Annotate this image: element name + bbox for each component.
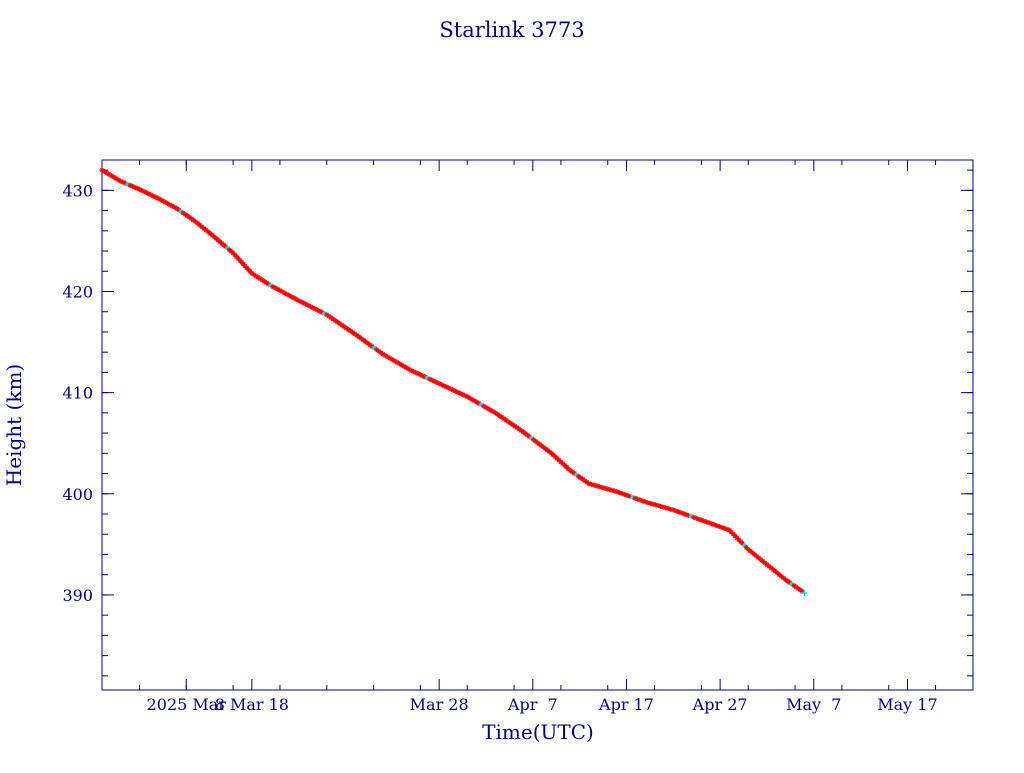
- x-tick-label: 8 Mar 18: [215, 695, 289, 714]
- series-layer: [99, 167, 808, 596]
- x-tick-label: Mar 28: [410, 695, 469, 714]
- x-axis-title: Time(UTC): [482, 720, 594, 744]
- plot-frame: [101, 159, 974, 691]
- y-tick-label: 410: [62, 384, 93, 403]
- x-tick-label: Apr 17: [598, 695, 654, 714]
- series-marker: [115, 177, 121, 183]
- x-tick-label: Apr 27: [692, 695, 748, 714]
- series-line: [101, 169, 805, 594]
- y-tick-label: 420: [62, 282, 93, 301]
- y-tick-label: 390: [62, 586, 93, 605]
- series-marker-last: [801, 589, 808, 596]
- chart-title: Starlink 3773: [439, 18, 584, 42]
- x-tick-label: Apr 7: [507, 695, 558, 714]
- x-tick-label: 2025 Mar: [147, 695, 227, 714]
- x-tick-label: May 17: [877, 695, 937, 714]
- y-tick-label: 400: [62, 485, 93, 504]
- x-tick-label: May 7: [786, 695, 841, 714]
- y-axis-title: Height (km): [2, 364, 26, 486]
- y-tick-label: 430: [62, 181, 93, 200]
- y-axis: 390 400 410 420 430: [62, 169, 973, 677]
